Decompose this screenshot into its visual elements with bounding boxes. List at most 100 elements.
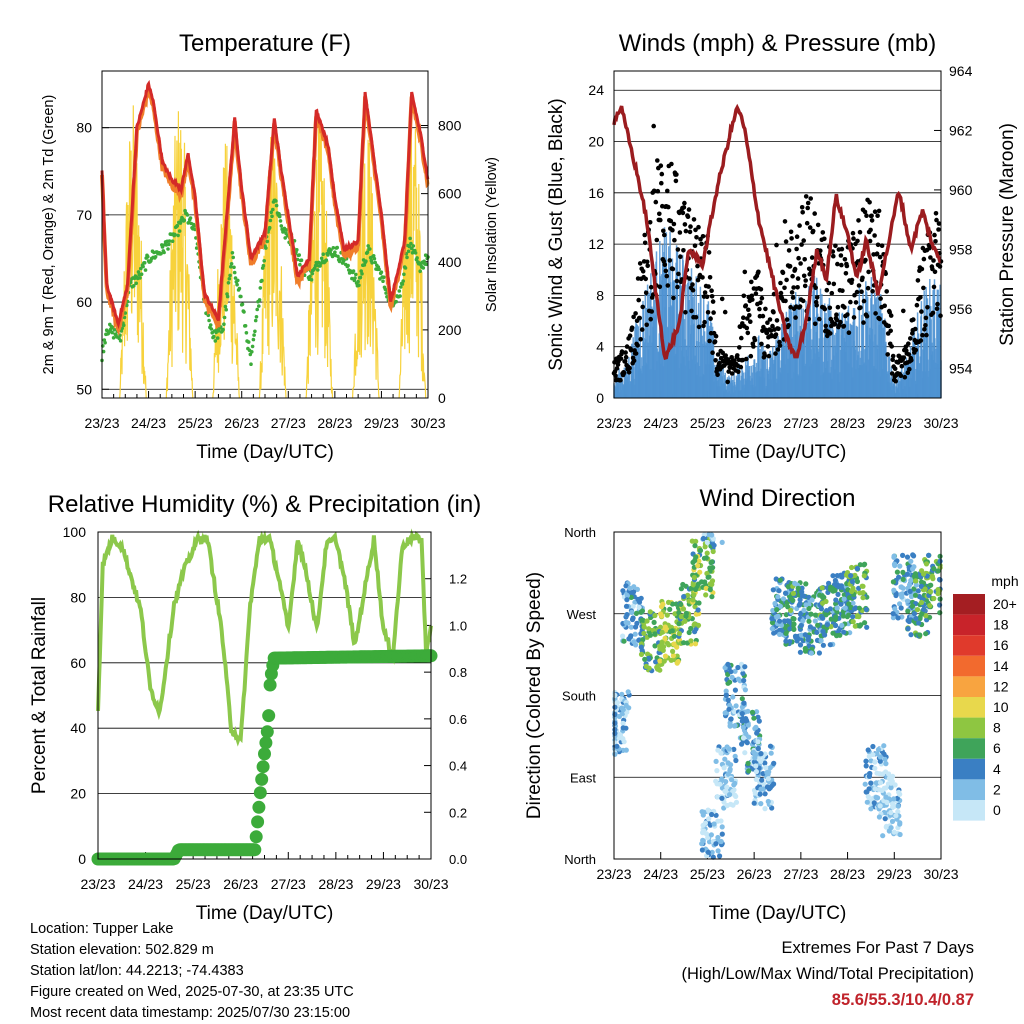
direction-point [624, 612, 630, 618]
wind-ytick-label: 16 [588, 185, 604, 201]
gust-point [614, 366, 620, 371]
gust-point [864, 313, 870, 319]
extremes-panel: Extremes For Past 7 Days (High/Low/Max W… [681, 935, 974, 1013]
direction-point [828, 616, 834, 622]
gust-point [890, 357, 895, 363]
direction-point [658, 624, 664, 630]
direction-point [838, 601, 844, 607]
gust-point [846, 330, 852, 336]
panel1-xtick-label: 29/23 [877, 415, 912, 431]
gust-point [758, 300, 763, 306]
direction-point [886, 828, 892, 834]
gust-point [665, 283, 671, 288]
direction-point [732, 668, 738, 674]
dewpoint-point [368, 247, 372, 251]
dewpoint-point [167, 242, 171, 247]
dewpoint-point [229, 265, 233, 269]
dewpoint-point [232, 270, 237, 275]
gust-point [848, 299, 853, 305]
direction-point [897, 601, 903, 607]
gust-point [633, 311, 638, 316]
gust-point [700, 234, 706, 239]
direction-point [859, 583, 865, 589]
gust-point [925, 305, 930, 310]
gust-point [786, 323, 791, 328]
direction-ylabel: Direction (Colored By Speed) [524, 572, 545, 819]
gust-point [651, 188, 657, 194]
gust-point [687, 276, 692, 281]
gust-point [818, 248, 823, 253]
gust-point [876, 208, 882, 214]
gust-point [875, 213, 880, 218]
station-pressure-line [612, 103, 942, 361]
gust-point [673, 178, 679, 184]
dewpoint-point [351, 269, 356, 273]
gust-point [783, 298, 788, 304]
pressure-ytick-label: 956 [949, 301, 973, 317]
gust-point [744, 356, 749, 362]
direction-point [917, 616, 923, 622]
gust-point [794, 246, 799, 252]
dewpoint-point [358, 275, 363, 280]
dewpoint-point [333, 250, 337, 254]
gust-point [884, 289, 889, 294]
direction-point [670, 648, 676, 655]
dewpoint-point [173, 232, 177, 237]
direction-point [623, 603, 630, 609]
direction-point [744, 718, 750, 724]
panel3-title: Wind Direction [699, 485, 855, 512]
gust-point [760, 328, 765, 334]
direction-point [713, 812, 719, 818]
gust-point [777, 343, 783, 348]
direction-point [718, 838, 724, 845]
dewpoint-point [411, 244, 416, 248]
direction-point [633, 610, 640, 617]
gust-point [862, 209, 868, 215]
direction-point [888, 810, 894, 816]
gust-point [835, 304, 841, 310]
direction-point [640, 617, 646, 623]
gust-point [774, 242, 779, 248]
direction-point [695, 607, 701, 613]
dewpoint-point [166, 247, 170, 251]
gust-point [909, 357, 914, 363]
direction-point [628, 594, 634, 601]
gust-point [885, 352, 890, 357]
direction-ytick-label: East [570, 770, 596, 785]
gust-point [852, 292, 857, 298]
direction-point [752, 790, 758, 796]
direction-point [763, 764, 769, 771]
direction-point [696, 558, 702, 564]
direction-point [775, 594, 781, 600]
dewpoint-point [413, 251, 418, 255]
direction-point [692, 604, 698, 610]
dewpoint-point [232, 265, 236, 270]
gust-point [820, 230, 826, 235]
dewpoint-point [394, 299, 399, 304]
direction-point [652, 643, 658, 649]
gust-point [850, 230, 856, 236]
gust-point [683, 310, 688, 315]
direction-point [644, 618, 650, 624]
direction-point [864, 799, 870, 805]
direction-point [862, 781, 868, 787]
gust-point [709, 294, 715, 299]
gust-point [682, 222, 688, 227]
direction-point [740, 724, 747, 731]
direction-point [619, 691, 625, 698]
direction-point [863, 758, 869, 764]
gust-point [918, 338, 924, 343]
gust-point [817, 316, 822, 322]
dewpoint-point [365, 250, 370, 254]
gust-point [857, 229, 863, 235]
direction-point [627, 585, 633, 591]
dewpoint-point [212, 334, 216, 339]
gust-point [695, 263, 700, 269]
gust-point [729, 371, 735, 376]
direction-point [719, 824, 725, 830]
gust-point [788, 229, 794, 235]
gust-point [661, 258, 667, 264]
gust-point [889, 371, 895, 376]
direction-point [809, 597, 815, 603]
direction-ytick-label: North [564, 525, 596, 540]
